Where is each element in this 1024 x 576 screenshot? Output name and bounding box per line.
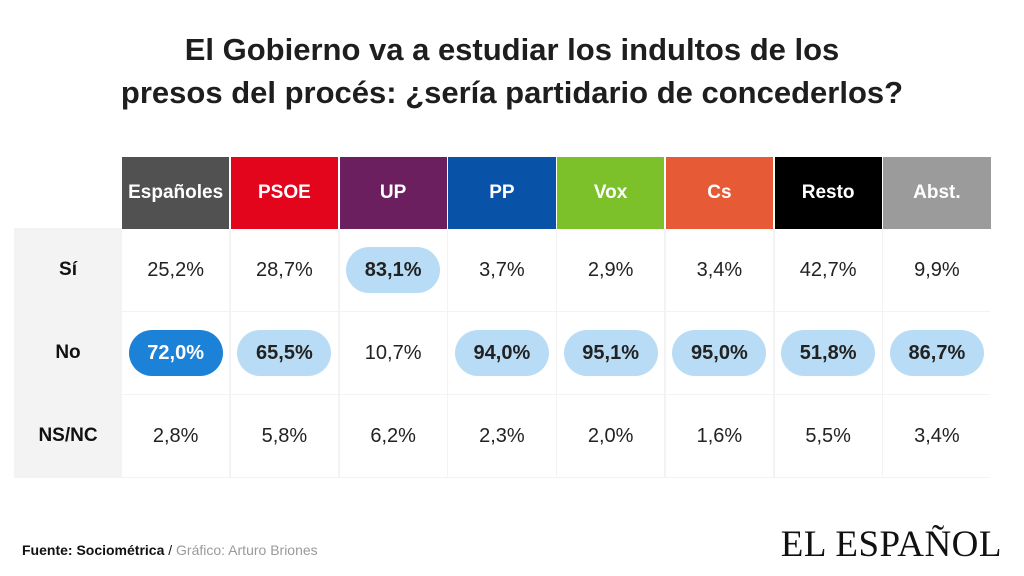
highlighted-value: 86,7% [889,330,984,376]
cell-value: 2,9% [587,258,634,281]
table-cell: 51,8% [774,312,882,394]
table-cell: 2,3% [448,395,556,477]
cell-value: 10,7% [364,341,422,364]
highlighted-value: 65,5% [237,330,332,376]
table-cell: 65,5% [230,312,338,394]
cell-value: 3,7% [479,258,525,281]
cell-value: 6,2% [370,424,416,447]
cell-value: 5,5% [805,424,851,447]
table-cell: 42,7% [774,229,882,311]
el-espanol-logo: EL ESPAÑOL [780,524,1002,565]
table-cell: 3,4% [665,229,773,311]
column-header-pp: PP [448,157,556,229]
chart-title: El Gobierno va a estudiar los indultos d… [0,28,1024,114]
column-header-up: UP [339,157,447,229]
table-cell: 2,0% [557,395,665,477]
table-cell: 3,4% [883,395,991,477]
cell-value: 3,4% [696,258,743,281]
column-header-vox: Vox [557,157,665,229]
table-cell: 72,0% [122,312,230,394]
highlighted-value: 72,0% [128,330,223,376]
highlighted-value: 94,0% [454,330,549,376]
table-cell: 95,1% [557,312,665,394]
table-cell: 3,7% [448,229,556,311]
table-cell: 95,0% [665,312,773,394]
table-cell: 28,7% [230,229,338,311]
highlighted-value: 51,8% [781,330,876,376]
footer-source: Fuente: Sociométrica [22,542,165,558]
cell-value: 2,0% [587,424,634,447]
highlighted-value: 95,1% [563,330,658,376]
table-cell: 9,9% [883,229,991,311]
cell-value: 3,4% [914,424,960,447]
title-line-2: presos del procés: ¿sería partidario de … [120,75,904,110]
cell-value: 5,8% [261,424,308,447]
table-cell: 94,0% [448,312,556,394]
table-cell: 2,8% [122,395,230,477]
cell-value: 25,2% [147,258,204,281]
cell-value: 9,9% [914,258,960,281]
cell-value: 42,7% [799,258,857,281]
highlighted-value: 83,1% [346,247,441,293]
row-label-ns-nc: NS/NC [38,425,98,446]
column-header-resto: Resto [774,157,882,229]
table-cell: 86,7% [883,312,991,394]
results-table: Españoles PSOE UP PP Vox Cs Resto Abst. Sí 25,2% 2… [14,157,991,487]
footer-credit: Gráfico: Arturo Briones [176,542,318,558]
cell-value: 2,3% [479,424,525,447]
column-header-abst: Abst. [883,157,991,229]
table-cell: 10,7% [339,312,447,394]
row-label-no: No [55,342,81,363]
column-header-espanoles: Españoles [122,157,230,229]
column-header-cs: Cs [665,157,773,229]
row-label-si: Sí [59,259,77,280]
cell-value: 1,6% [696,424,743,447]
table-cell: 2,9% [557,229,665,311]
table-cell: 5,8% [230,395,338,477]
table-cell: 25,2% [122,229,230,311]
highlighted-value: 95,0% [672,330,767,376]
cell-value: 2,8% [152,424,199,447]
title-line-1: El Gobierno va a estudiar los indultos d… [184,32,840,67]
table-cell: 83,1% [339,229,447,311]
table-cell: 5,5% [774,395,882,477]
column-header-psoe: PSOE [230,157,338,229]
footer-separator: / [164,542,177,558]
cell-value: 28,7% [256,258,313,281]
footer: Fuente: Sociométrica / Gráfico: Arturo B… [22,542,318,558]
table-cell: 1,6% [665,395,773,477]
table-cell: 6,2% [339,395,447,477]
